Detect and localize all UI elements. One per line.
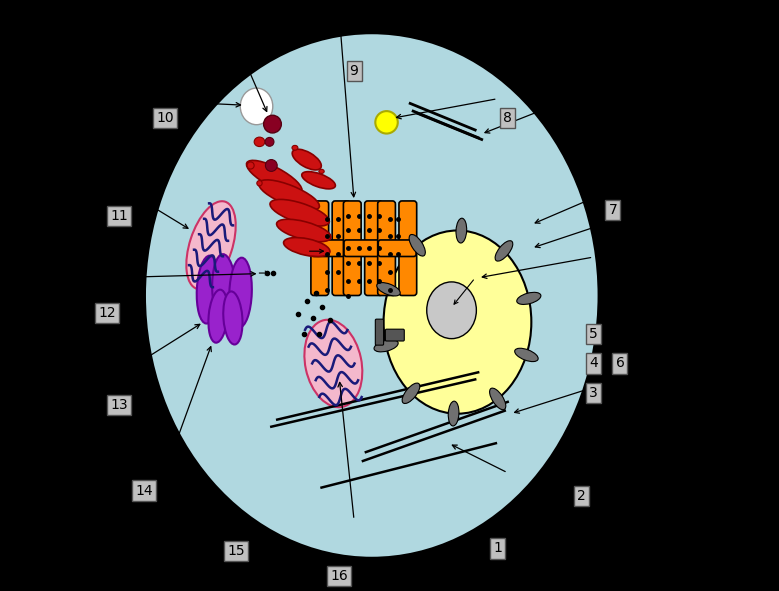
Ellipse shape	[374, 340, 398, 352]
Text: 9: 9	[350, 64, 358, 78]
Text: 11: 11	[110, 209, 128, 223]
FancyBboxPatch shape	[311, 201, 329, 296]
Ellipse shape	[186, 201, 236, 290]
FancyBboxPatch shape	[344, 240, 382, 256]
Ellipse shape	[209, 290, 227, 343]
Text: 13: 13	[110, 398, 128, 412]
Ellipse shape	[292, 145, 298, 150]
Ellipse shape	[319, 170, 324, 174]
Ellipse shape	[402, 383, 420, 404]
Ellipse shape	[277, 219, 331, 242]
Ellipse shape	[265, 137, 274, 147]
Ellipse shape	[375, 111, 398, 134]
Ellipse shape	[254, 137, 265, 147]
Ellipse shape	[246, 160, 302, 194]
Text: 14: 14	[136, 483, 153, 498]
Text: 10: 10	[156, 111, 174, 125]
Ellipse shape	[240, 88, 273, 125]
Ellipse shape	[427, 282, 477, 339]
Ellipse shape	[229, 258, 252, 327]
FancyBboxPatch shape	[332, 201, 350, 296]
Ellipse shape	[144, 33, 599, 558]
Text: 6: 6	[615, 356, 625, 371]
Ellipse shape	[409, 235, 425, 256]
Ellipse shape	[305, 320, 362, 407]
FancyBboxPatch shape	[386, 329, 404, 341]
Ellipse shape	[224, 291, 242, 345]
Text: 4: 4	[589, 356, 597, 371]
Text: 2: 2	[577, 489, 586, 504]
FancyBboxPatch shape	[344, 201, 361, 296]
FancyBboxPatch shape	[378, 201, 396, 296]
Text: 16: 16	[330, 569, 348, 583]
FancyBboxPatch shape	[375, 319, 383, 345]
Ellipse shape	[263, 115, 281, 133]
Text: 8: 8	[503, 111, 512, 125]
Text: 1: 1	[493, 541, 502, 556]
Ellipse shape	[292, 149, 321, 170]
Ellipse shape	[247, 162, 254, 169]
Text: 3: 3	[589, 386, 597, 400]
Ellipse shape	[266, 160, 277, 171]
Ellipse shape	[495, 241, 513, 261]
Ellipse shape	[383, 230, 531, 414]
Ellipse shape	[448, 401, 459, 426]
Ellipse shape	[197, 256, 220, 323]
Text: 7: 7	[608, 203, 617, 217]
Text: 12: 12	[98, 306, 116, 320]
Ellipse shape	[270, 199, 330, 226]
Ellipse shape	[489, 388, 506, 410]
Ellipse shape	[284, 238, 330, 256]
Ellipse shape	[301, 171, 336, 189]
Ellipse shape	[257, 181, 263, 186]
Text: 15: 15	[227, 544, 245, 558]
Ellipse shape	[515, 348, 538, 362]
FancyBboxPatch shape	[365, 201, 382, 296]
FancyBboxPatch shape	[379, 240, 416, 256]
Ellipse shape	[259, 180, 319, 210]
Ellipse shape	[516, 293, 541, 304]
FancyBboxPatch shape	[312, 240, 349, 256]
Text: 5: 5	[589, 327, 597, 341]
Ellipse shape	[456, 218, 467, 243]
Ellipse shape	[377, 282, 400, 296]
Ellipse shape	[212, 254, 236, 325]
FancyBboxPatch shape	[399, 201, 417, 296]
